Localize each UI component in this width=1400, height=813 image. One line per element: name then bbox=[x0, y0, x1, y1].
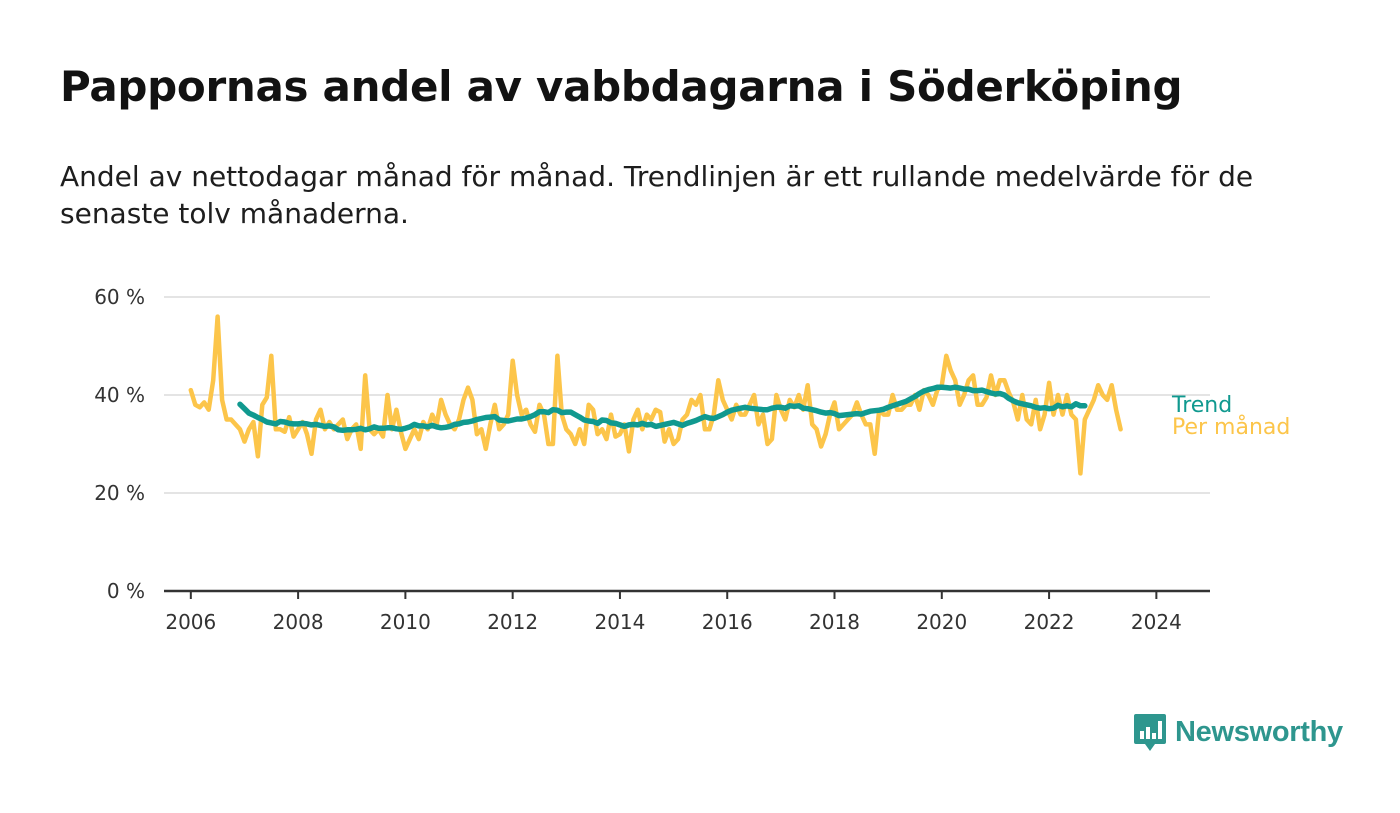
x-axis: 2006 2008 2010 2012 2014 2016 2018 2020 2022 2024 bbox=[164, 589, 1210, 634]
x-tick-label: 2008 bbox=[273, 610, 324, 634]
series bbox=[188, 314, 1123, 476]
x-tick-label: 2010 bbox=[380, 610, 431, 634]
line-chart: 2006 2008 2010 2012 2014 2016 2018 2020 2022 2024… bbox=[94, 285, 1290, 634]
y-tick-label: 40 % bbox=[94, 383, 145, 407]
x-tick-label: 2006 bbox=[165, 610, 216, 634]
chart-title: Pappornas andel av vabbdagarna i Söderkö… bbox=[60, 62, 1183, 111]
x-tick-label: 2014 bbox=[594, 610, 645, 634]
series-label-trend: Trend bbox=[1171, 393, 1232, 418]
x-tick-label: 2012 bbox=[487, 610, 538, 634]
y-tick-label: 0 % bbox=[107, 579, 145, 603]
chart-subtitle: Andel av nettodagar månad för månad. Tre… bbox=[60, 160, 1254, 230]
newsworthy-logo-icon bbox=[1134, 714, 1166, 751]
y-axis: 0 % 20 % 40 % 60 % bbox=[94, 285, 145, 603]
y-tick-label: 60 % bbox=[94, 285, 145, 309]
x-tick-label: 2022 bbox=[1024, 610, 1075, 634]
x-tick-label: 2018 bbox=[809, 610, 860, 634]
newsworthy-logo: Newsworthy bbox=[1133, 712, 1343, 752]
y-tick-label: 20 % bbox=[94, 481, 145, 505]
newsworthy-logo-text: Newsworthy bbox=[1175, 715, 1343, 748]
x-tick-label: 2020 bbox=[916, 610, 967, 634]
gridlines bbox=[164, 296, 1210, 494]
x-tick-label: 2024 bbox=[1131, 610, 1182, 634]
x-tick-label: 2016 bbox=[702, 610, 753, 634]
series-label-per-manad: Per månad bbox=[1172, 414, 1290, 440]
series-trend bbox=[237, 384, 1088, 434]
